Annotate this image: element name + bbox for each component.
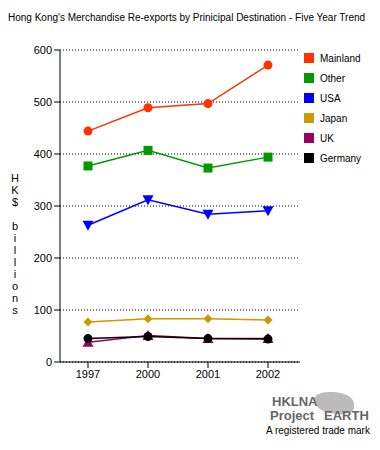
html-text:Other: Other xyxy=(320,72,345,84)
html-text:EARTH: EARTH xyxy=(324,408,369,423)
html-text:HKLNA: HKLNA xyxy=(272,394,318,409)
svg-text:100: 100 xyxy=(34,304,52,316)
svg-text:2001: 2001 xyxy=(196,368,220,380)
html-text:Japan: Japan xyxy=(320,112,348,124)
html-text:USA: USA xyxy=(320,92,341,104)
html-text:b: b xyxy=(11,220,19,232)
svg-text:400: 400 xyxy=(34,148,52,160)
svg-text:2000: 2000 xyxy=(136,368,160,380)
html-text:Hong Kong's Merchandise Re-exp: Hong Kong's Merchandise Re-exports by Pr… xyxy=(8,12,366,23)
svg-text:2002: 2002 xyxy=(256,368,280,380)
html-text:Project: Project xyxy=(270,408,315,423)
svg-text:200: 200 xyxy=(34,252,52,264)
svg-text:500: 500 xyxy=(34,96,52,108)
html-text:n: n xyxy=(11,292,19,304)
svg-text:600: 600 xyxy=(34,44,52,56)
html-text:l: l xyxy=(13,256,17,268)
html-text:UK: UK xyxy=(320,132,334,144)
svg-text:1997: 1997 xyxy=(76,368,100,380)
svg-text:300: 300 xyxy=(34,200,52,212)
html-text:A registered trade mark: A registered trade mark xyxy=(266,425,370,436)
html-text:o: o xyxy=(11,280,19,292)
html-text:s: s xyxy=(12,304,18,316)
html-text:H: H xyxy=(11,172,19,184)
html-text:Germany: Germany xyxy=(320,152,362,164)
html-text:l: l xyxy=(13,244,17,256)
html-text:Mainland: Mainland xyxy=(320,52,361,64)
html-text:i: i xyxy=(13,232,17,244)
svg-text:0: 0 xyxy=(46,356,52,368)
html-text:i: i xyxy=(13,268,17,280)
html-text:K: K xyxy=(11,184,19,196)
